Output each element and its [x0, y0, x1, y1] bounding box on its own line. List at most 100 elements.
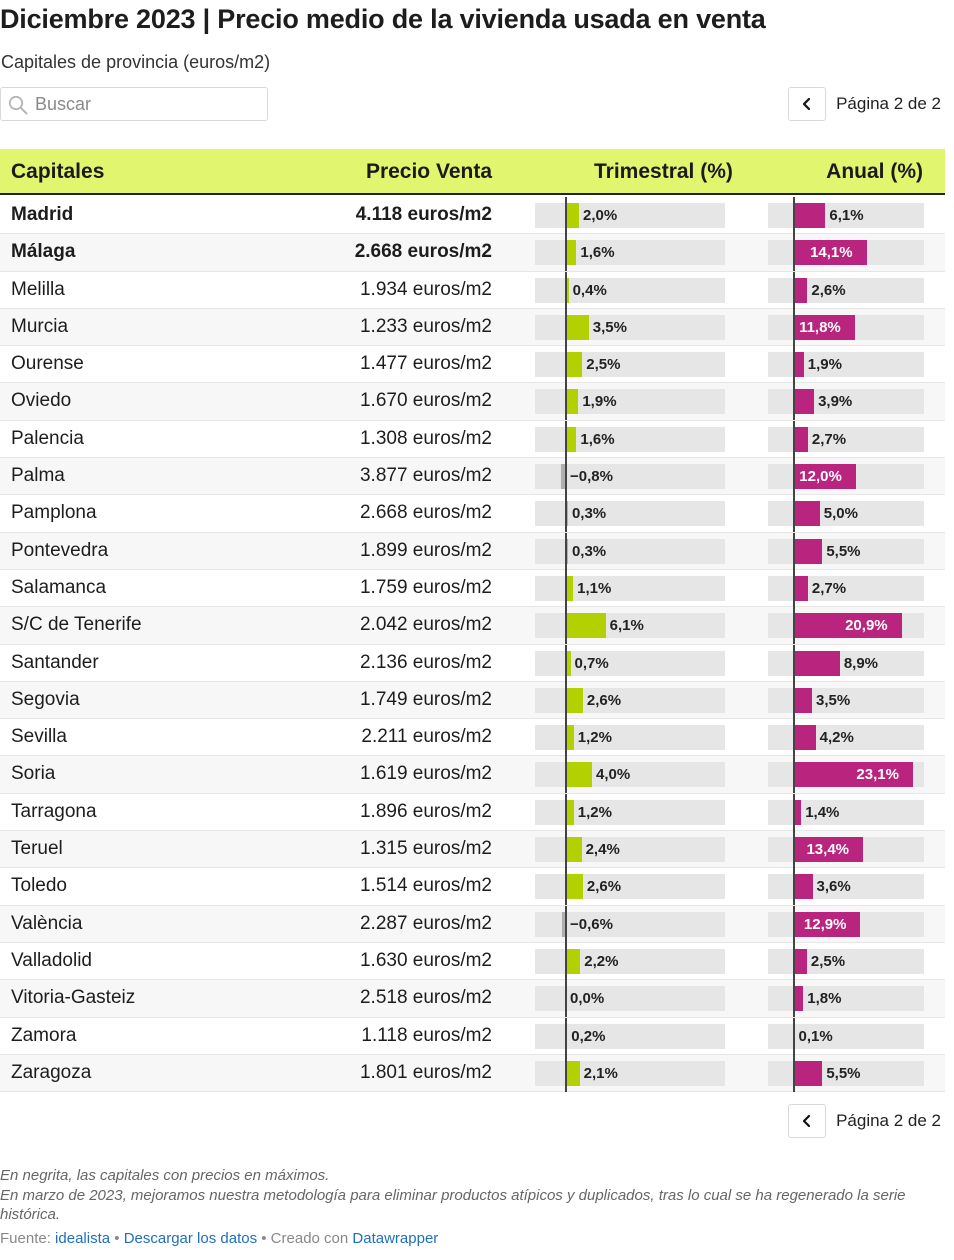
quarterly-bar [566, 762, 592, 788]
search-input[interactable] [35, 92, 260, 116]
quarterly-bar [566, 799, 574, 825]
chart-subtitle: Capitales de provincia (euros/m2) [1, 52, 271, 72]
quarterly-value: 2,1% [583, 1064, 618, 1082]
quarterly-bar [560, 464, 566, 490]
quarterly-zero-axis [565, 607, 567, 645]
search-icon [8, 95, 28, 115]
annual-zero-axis [793, 831, 795, 869]
quarterly-bar-track [535, 948, 725, 974]
city-name: Pamplona [11, 502, 97, 524]
annual-value: 5,5% [826, 542, 861, 560]
quarterly-zero-axis [565, 942, 567, 980]
annual-bar [794, 837, 863, 863]
annual-value: 8,9% [843, 654, 879, 672]
price-value: 1.514 euros/m2 [359, 875, 492, 897]
quarterly-bar-track [535, 501, 725, 527]
annual-zero-axis [793, 420, 795, 458]
quarterly-value: 1,1% [577, 579, 612, 597]
annual-bar [794, 1060, 823, 1086]
annual-value: 5,5% [826, 1064, 861, 1082]
table-row: Zaragoza 1.801 euros/m2 2,1% 5,5% [0, 1054, 945, 1093]
city-name: València [11, 912, 83, 934]
annual-bar [794, 538, 823, 564]
annual-zero-axis [793, 793, 795, 831]
search-box[interactable] [0, 87, 268, 121]
annual-bar [794, 389, 815, 415]
quarterly-bar-track [535, 575, 725, 601]
city-name: Murcia [11, 315, 69, 337]
quarterly-zero-axis [565, 1054, 567, 1092]
page-indicator: Página 2 de 2 [836, 94, 941, 113]
annual-value: 1,4% [805, 803, 840, 821]
quarterly-value: 0,3% [571, 542, 607, 560]
quarterly-value: 0,2% [571, 1027, 606, 1045]
annual-value: 23,1% [856, 766, 899, 784]
quarterly-zero-axis [565, 197, 567, 234]
city-name: Palma [11, 465, 65, 487]
download-data-link[interactable]: Descargar los datos [123, 1230, 258, 1247]
quarterly-value: 3,5% [592, 318, 627, 336]
quarterly-value: 6,1% [609, 617, 644, 635]
quarterly-bar [566, 837, 582, 863]
price-value: 2.668 euros/m2 [359, 502, 492, 524]
column-header-precio-venta[interactable]: Precio Venta [365, 160, 492, 183]
previous-page-button-bottom[interactable] [788, 1104, 827, 1138]
table-row: Oviedo 1.670 euros/m2 1,9% 3,9% [0, 383, 945, 421]
quarterly-bar [566, 687, 583, 713]
quarterly-bar-track [535, 389, 725, 415]
annual-zero-axis [793, 905, 795, 943]
quarterly-bar [566, 426, 577, 452]
quarterly-bar-track [535, 837, 725, 863]
footer-separator: • [110, 1230, 124, 1247]
annual-value: 2,7% [811, 430, 847, 448]
chevron-left-icon [802, 1114, 811, 1128]
column-header-trimestral[interactable]: Trimestral (%) [594, 160, 733, 183]
annual-bar [794, 352, 804, 378]
column-header-capitales[interactable]: Capitales [11, 160, 105, 183]
price-value: 1.934 euros/m2 [359, 278, 492, 300]
quarterly-bar [566, 613, 606, 639]
quarterly-bar [562, 911, 566, 937]
source-link[interactable]: idealista [55, 1230, 111, 1247]
table-row: Sevilla 2.211 euros/m2 1,2% 4,2% [0, 719, 945, 757]
table-row: S/C de Tenerife 2.042 euros/m2 6,1% 20,9% [0, 607, 945, 645]
quarterly-value: 2,5% [586, 356, 621, 374]
quarterly-bar [566, 1060, 580, 1086]
quarterly-zero-axis [565, 719, 567, 757]
footer-created-with: • Creado con [257, 1230, 353, 1247]
quarterly-zero-axis [565, 346, 567, 384]
quarterly-value: 0,7% [574, 654, 609, 672]
price-value: 4.118 euros/m2 [355, 204, 492, 225]
datawrapper-link[interactable]: Datawrapper [352, 1230, 439, 1247]
quarterly-value: 2,6% [586, 878, 622, 896]
quarterly-bar [566, 575, 574, 601]
quarterly-bar-track [535, 874, 725, 900]
previous-page-button[interactable] [788, 87, 827, 121]
chevron-left-icon [802, 97, 811, 111]
annual-zero-axis [793, 458, 795, 496]
annual-bar-track [768, 1023, 924, 1049]
annual-zero-axis [793, 271, 795, 309]
quarterly-value: 4,0% [596, 766, 631, 784]
quarterly-bar-track [535, 314, 725, 340]
annual-value: 11,8% [799, 318, 841, 336]
annual-value: 2,6% [811, 281, 846, 299]
table-row: Pontevedra 1.899 euros/m2 0,3% 5,5% [0, 532, 945, 570]
quarterly-zero-axis [565, 980, 567, 1018]
annual-bar-track [768, 948, 924, 974]
price-value: 1.899 euros/m2 [359, 539, 492, 561]
price-value: 2.287 euros/m2 [359, 912, 492, 934]
quarterly-value: 0,3% [571, 505, 607, 523]
annual-bar [794, 240, 867, 266]
table-row: Ourense 1.477 euros/m2 2,5% 1,9% [0, 346, 945, 384]
annual-value: 3,5% [816, 691, 851, 709]
quarterly-bar [566, 948, 581, 974]
city-name: Pontevedra [11, 539, 109, 561]
chart-notes: En negrita, las capitales con precios en… [0, 1166, 940, 1225]
quarterly-bar [566, 650, 571, 676]
column-header-anual[interactable]: Anual (%) [826, 160, 923, 183]
quarterly-value: 2,4% [585, 841, 620, 859]
annual-value: 2,5% [810, 952, 846, 970]
quarterly-value: 0,4% [572, 281, 607, 299]
quarterly-bar-track [535, 203, 725, 228]
